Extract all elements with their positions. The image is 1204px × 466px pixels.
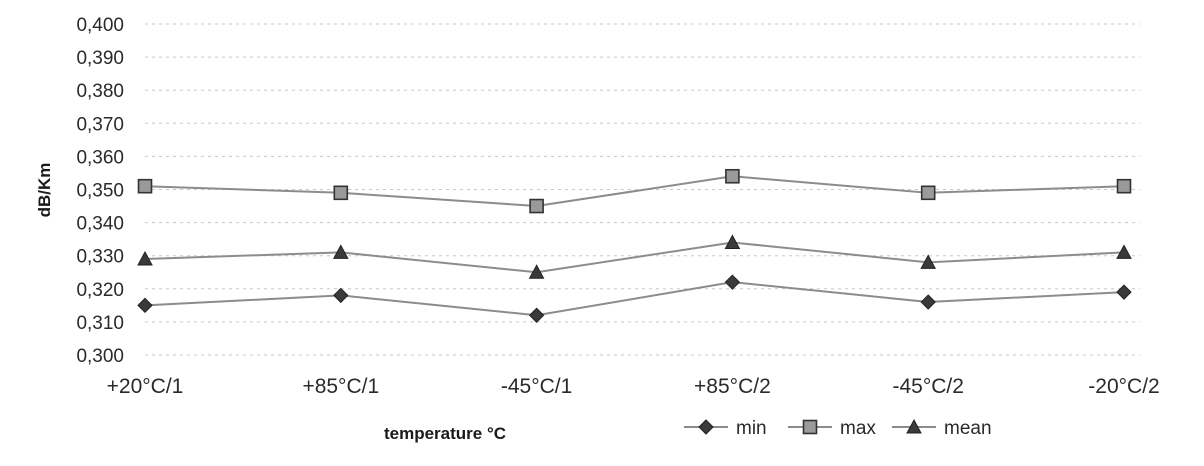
series-line-max <box>144 175 1125 208</box>
y-tick-label: 0,340 <box>76 214 124 235</box>
data-point-min <box>528 307 545 323</box>
y-tick-label: 0,330 <box>76 247 124 268</box>
x-axis-title: temperature °C <box>384 424 506 443</box>
x-tick-label: -20°C/2 <box>1088 375 1159 398</box>
series-max <box>137 168 1132 214</box>
series-line-mean <box>144 241 1125 274</box>
x-axis-ticks: +20°C/1 +85°C/1 -45°C/1 +85°C/2 -45°C/2 -20°C… <box>107 375 1160 398</box>
data-point-max <box>1116 178 1132 194</box>
data-point-mean <box>724 234 741 249</box>
legend-label: max <box>840 418 876 439</box>
series-layer <box>137 168 1132 323</box>
y-tick-label: 0,360 <box>76 147 124 168</box>
data-point-mean <box>137 250 153 266</box>
data-point-max <box>333 185 349 201</box>
x-tick-label: +20°C/1 <box>107 375 184 398</box>
data-point-mean <box>332 244 349 259</box>
y-axis-title: dB/Km <box>35 163 54 218</box>
y-tick-label: 0,370 <box>76 114 124 135</box>
data-point-mean <box>1116 244 1132 259</box>
x-tick-label: +85°C/2 <box>694 375 771 398</box>
data-point-max <box>529 198 544 214</box>
data-point-max <box>725 168 740 184</box>
y-tick-label: 0,400 <box>76 15 124 36</box>
y-tick-label: 0,320 <box>76 280 124 301</box>
data-point-max <box>920 185 936 201</box>
legend-marker-max <box>802 419 818 435</box>
data-point-min <box>137 297 153 314</box>
y-tick-label: 0,300 <box>76 346 124 367</box>
data-point-min <box>1116 284 1132 300</box>
legend: min max mean <box>684 418 992 439</box>
y-tick-label: 0,350 <box>76 181 124 202</box>
x-tick-label: -45°C/1 <box>501 375 572 398</box>
x-tick-label: -45°C/2 <box>892 375 963 398</box>
legend-item-max: max <box>788 418 876 439</box>
legend-item-min: min <box>684 418 767 439</box>
series-line-min <box>144 281 1125 317</box>
legend-item-mean: mean <box>892 418 992 439</box>
series-mean <box>137 234 1132 279</box>
y-tick-label: 0,380 <box>76 81 124 102</box>
data-point-mean <box>528 264 545 279</box>
data-point-mean <box>920 254 937 269</box>
legend-marker-mean <box>906 418 922 434</box>
data-point-min <box>724 274 741 290</box>
legend-label: mean <box>944 418 992 439</box>
y-tick-label: 0,310 <box>76 313 124 334</box>
data-point-min <box>333 287 349 304</box>
data-point-max <box>137 178 153 194</box>
series-min <box>137 274 1132 323</box>
y-tick-label: 0,390 <box>76 48 124 69</box>
data-point-min <box>920 294 936 310</box>
x-tick-label: +85°C/1 <box>302 375 379 398</box>
legend-marker-min <box>698 419 714 435</box>
y-axis-ticks: 0,300 0,310 0,320 0,330 0,340 0,350 0,360 0,370… <box>76 15 124 367</box>
legend-label: min <box>736 418 767 439</box>
